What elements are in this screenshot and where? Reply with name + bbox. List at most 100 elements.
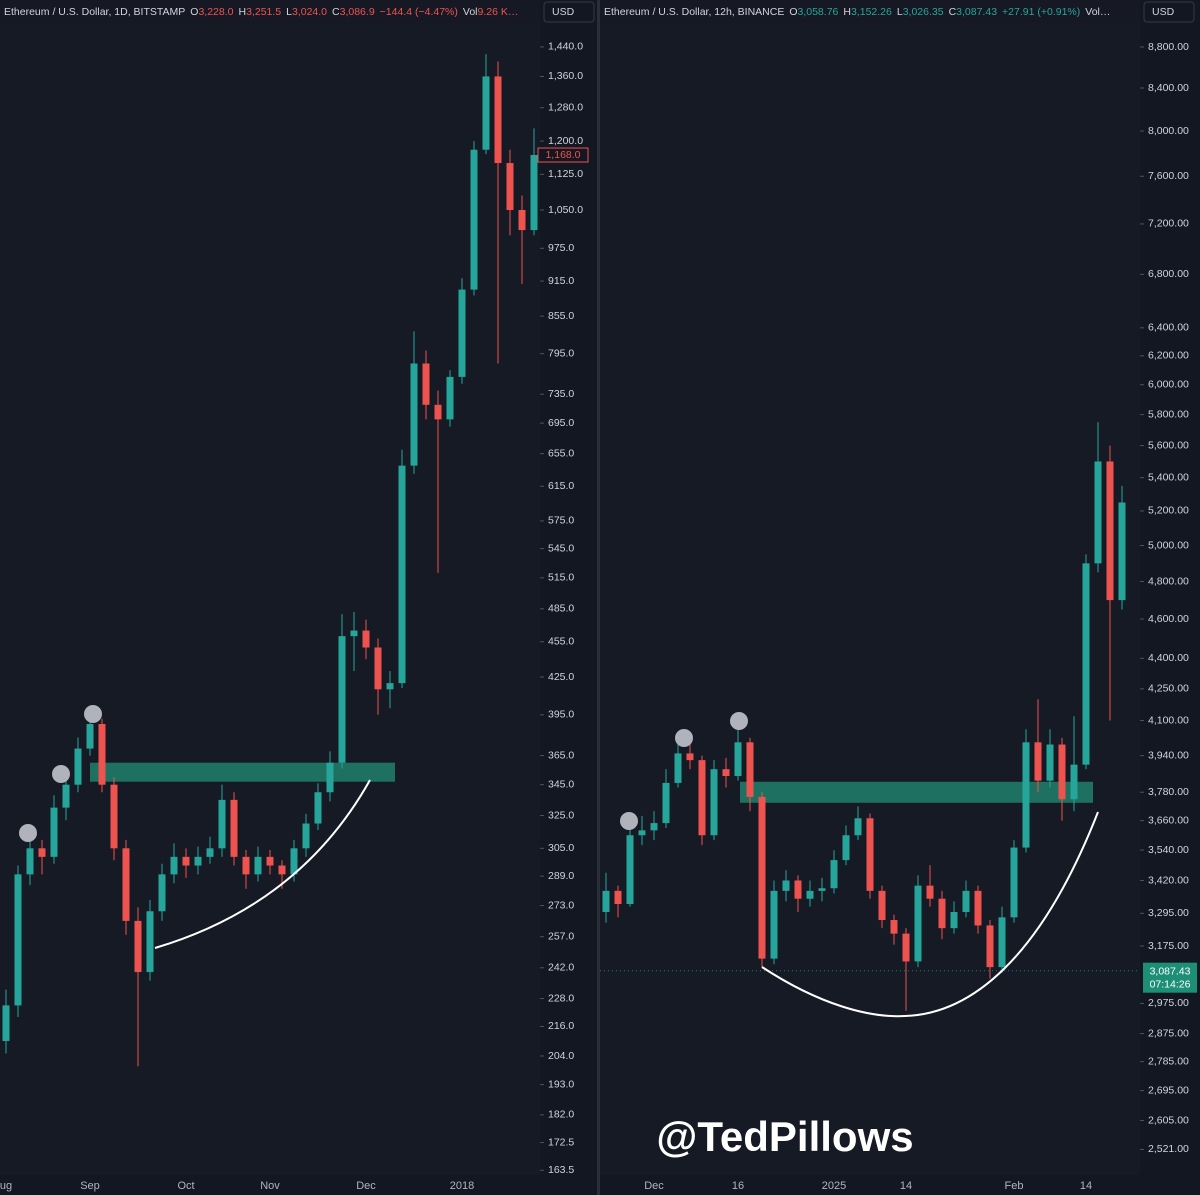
candle-body (1010, 847, 1018, 918)
candle-body (506, 163, 514, 211)
y-tick-label: 5,600.00 (1148, 439, 1189, 451)
candle-body (182, 856, 190, 866)
ohlc-key: O (789, 6, 797, 18)
candle-body (194, 856, 202, 866)
candle-body (362, 630, 370, 648)
candle-body (518, 210, 526, 231)
y-tick-label: 3,295.00 (1148, 907, 1189, 919)
y-tick-label: 4,100.00 (1148, 714, 1189, 726)
y-tick-label: 1,125.0 (548, 168, 583, 180)
candle-body (1106, 461, 1114, 601)
y-tick-label: 735.0 (548, 388, 574, 400)
marker-circle (675, 729, 693, 747)
x-axis-bar (600, 1175, 1200, 1195)
x-tick-label: Nov (260, 1180, 280, 1192)
candle-body (278, 865, 286, 875)
candle-body (314, 792, 322, 824)
volume-value: 9.26 K… (478, 6, 519, 18)
y-tick-label: 7,600.00 (1148, 170, 1189, 182)
y-tick-label: 172.5 (548, 1136, 574, 1148)
y-tick-label: 4,600.00 (1148, 613, 1189, 625)
x-tick-label: Sep (80, 1180, 100, 1192)
y-tick-label: 3,940.00 (1148, 749, 1189, 761)
y-tick-label: 4,800.00 (1148, 575, 1189, 587)
candle-body (302, 823, 310, 849)
y-tick-label: 2,521.00 (1148, 1143, 1189, 1155)
candle-body (470, 149, 478, 290)
header-bg (0, 0, 540, 24)
candle-body (530, 155, 538, 231)
header-bg (600, 0, 1140, 24)
candle-body (602, 890, 610, 912)
candle-body (710, 769, 718, 836)
candle-body (1118, 502, 1126, 601)
candle-body (110, 784, 118, 849)
candle-body (914, 885, 922, 962)
candle-body (758, 796, 766, 959)
y-tick-label: 5,200.00 (1148, 505, 1189, 517)
y-tick-label: 395.0 (548, 709, 574, 721)
marker-circle (19, 824, 37, 842)
last-price-label: 3,087.43 (1150, 965, 1191, 977)
candle-body (950, 911, 958, 929)
ohlc-key: C (949, 6, 957, 18)
y-tick-label: 2,785.00 (1148, 1055, 1189, 1067)
cup-curve (761, 811, 1099, 1018)
y-tick-label: 915.0 (548, 275, 574, 287)
candle-body (1094, 461, 1102, 564)
header: Ethereum / U.S. Dollar, 12h, BINANCE O 3,0… (604, 6, 1110, 18)
y-tick-label: 3,660.00 (1148, 814, 1189, 826)
candle-body (698, 760, 706, 836)
y-tick-label: 325.0 (548, 809, 574, 821)
candle-body (38, 848, 46, 857)
candle-body (1022, 742, 1030, 848)
candle-body (746, 742, 754, 797)
ohlc-key: H (843, 6, 851, 18)
ohlc-value: 3,087.43 (956, 6, 997, 18)
ohlc-value: 3,152.26 (851, 6, 892, 18)
candle-body (626, 835, 634, 904)
candle-body (254, 856, 262, 875)
marker-circle (84, 705, 102, 723)
y-axis-bg (1140, 0, 1200, 1195)
chart-title: Ethereum / U.S. Dollar, 12h, BINANCE (604, 6, 784, 18)
y-axis-bg (540, 0, 597, 1195)
candle-body (890, 920, 898, 934)
watermark: @TedPillows (656, 1113, 913, 1160)
ohlc-key: C (332, 6, 340, 18)
candle-body (62, 784, 70, 808)
candle-body (734, 742, 742, 777)
candle-body (2, 1005, 10, 1042)
annotations (19, 705, 1099, 1018)
marker-circle (620, 812, 638, 830)
y-tick-label: 5,800.00 (1148, 408, 1189, 420)
y-tick-label: 485.0 (548, 603, 574, 615)
y-tick-label: 2,695.00 (1148, 1084, 1189, 1096)
y-tick-label: 8,400.00 (1148, 82, 1189, 94)
y-tick-label: 6,400.00 (1148, 322, 1189, 334)
candle-body (158, 874, 166, 912)
resistance-zone (740, 781, 1093, 803)
candle-body (998, 917, 1006, 968)
candle-body (806, 890, 814, 899)
volume-label: Vol (463, 6, 478, 18)
candle-body (170, 856, 178, 875)
candle-body (674, 753, 682, 783)
currency-box (1143, 1, 1195, 23)
last-price-box (537, 147, 589, 163)
y-tick-label: 1,440.0 (548, 41, 583, 53)
y-tick-label: 4,400.00 (1148, 652, 1189, 664)
candle-body (614, 890, 622, 904)
candle-body (974, 890, 982, 926)
candle-body (1058, 744, 1066, 800)
cup-curve (154, 779, 371, 949)
volume-label: Vol… (1085, 6, 1110, 18)
last-price-label: 1,168.0 (545, 149, 580, 161)
change: +27.91 (+0.91%) (1002, 6, 1080, 18)
x-tick-label: 2025 (822, 1180, 846, 1192)
x-tick-label: 14 (900, 1180, 912, 1192)
y-tick-label: 242.0 (548, 962, 574, 974)
candle-body (122, 848, 130, 921)
candle-body (638, 830, 646, 836)
ohlc-value: 3,026.35 (903, 6, 944, 18)
